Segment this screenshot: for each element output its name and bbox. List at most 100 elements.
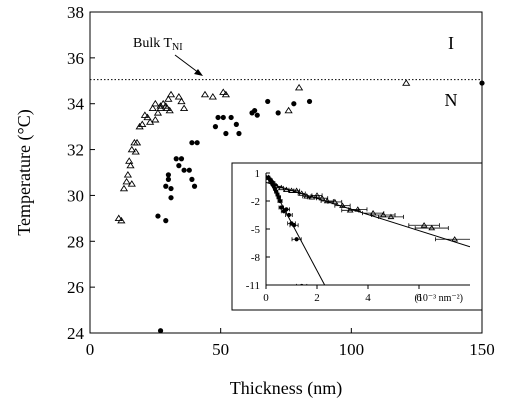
data-point-circle	[191, 183, 198, 189]
data-point-triangle	[284, 106, 293, 114]
inset-data-point-triangle	[323, 197, 331, 204]
data-point-circle	[165, 172, 171, 178]
inset-data-point-triangle	[451, 236, 459, 242]
x-tick-label: 100	[339, 340, 365, 359]
region-label-nematic: N	[445, 90, 458, 110]
inset-box	[231, 162, 483, 311]
data-point-circle	[220, 114, 226, 121]
bulk-tni-label: Bulk TNI	[133, 36, 183, 53]
data-point-circle	[236, 130, 242, 137]
data-point-triangle	[153, 109, 163, 116]
data-point-triangle	[148, 104, 157, 111]
data-point-circle	[168, 185, 174, 192]
data-point-circle	[252, 107, 258, 114]
data-point-triangle	[219, 88, 228, 95]
inset-plot-area	[266, 174, 470, 285]
inset-data-point-circle	[279, 205, 284, 210]
inset-data-point-triangle	[420, 222, 428, 228]
data-point-triangle	[123, 170, 133, 178]
data-point-triangle	[132, 138, 142, 146]
inset-data-point-circle	[291, 223, 297, 228]
data-point-triangle	[208, 93, 217, 100]
data-point-triangle	[179, 104, 189, 111]
inset-data-point-circle	[277, 198, 283, 204]
bulk-tni-arrow-head	[194, 69, 203, 76]
data-point-circle	[233, 121, 239, 127]
data-point-triangle	[159, 99, 168, 107]
data-point-triangle	[151, 115, 160, 123]
inset-data-point-triangle	[288, 187, 295, 193]
data-point-circle	[291, 101, 297, 107]
y-tick-label: 28	[67, 232, 84, 251]
data-point-triangle	[177, 97, 186, 105]
data-point-circle	[306, 98, 313, 105]
data-point-triangle	[122, 177, 131, 185]
data-point-triangle	[143, 113, 152, 121]
data-point-triangle	[402, 79, 411, 86]
y-tick-label: 26	[67, 278, 84, 297]
inset-x-tick-label: 2	[314, 292, 320, 304]
inset-x-tick-label: 4	[365, 292, 371, 304]
data-point-circle	[265, 98, 271, 105]
data-point-triangle	[151, 99, 160, 107]
region-label-isotropic: I	[448, 33, 454, 53]
inset-plot: 1 -2 -5 -8 -110 2 4 6(10⁻³ nm⁻²)	[231, 162, 483, 311]
y-tick-label: 30	[67, 186, 84, 205]
x-tick-label: 50	[212, 340, 229, 359]
data-point-triangle	[127, 180, 136, 187]
inset-data-point-circle	[286, 212, 292, 218]
data-point-circle	[181, 167, 187, 173]
inset-y-tick-label: -11	[246, 280, 260, 292]
data-point-circle	[163, 218, 169, 224]
inset-x-axis-label: (10⁻³ nm⁻²)	[415, 293, 464, 304]
inset-data-point-circle	[284, 207, 289, 212]
data-point-circle	[163, 183, 169, 189]
data-point-circle	[165, 176, 171, 182]
data-point-triangle	[165, 106, 174, 114]
x-tick-label: 0	[86, 340, 95, 359]
data-point-circle	[168, 195, 174, 201]
data-point-circle	[215, 114, 221, 121]
data-point-triangle	[127, 145, 136, 153]
data-point-triangle	[221, 90, 231, 98]
data-point-triangle	[162, 104, 172, 111]
inset-data-point-triangle	[293, 187, 301, 193]
data-point-circle	[176, 163, 182, 169]
data-point-triangle	[294, 83, 304, 91]
data-point-circle	[275, 110, 281, 116]
inset-data-point-triangle	[318, 195, 326, 201]
data-point-circle	[157, 328, 164, 334]
data-point-triangle	[200, 90, 210, 98]
inset-data-point-triangle	[339, 202, 346, 208]
y-tick-label: 36	[67, 49, 84, 68]
data-point-triangle	[138, 120, 147, 128]
data-point-circle	[189, 176, 195, 182]
inset-y-tick-label: 1	[255, 168, 261, 180]
inset-data-point-triangle	[387, 213, 395, 220]
data-point-triangle	[126, 161, 135, 169]
data-point-circle	[155, 213, 161, 219]
x-tick-label: 150	[469, 340, 495, 359]
data-point-triangle	[174, 93, 183, 100]
data-point-circle	[178, 156, 185, 162]
y-tick-label: 38	[67, 3, 84, 22]
inset-data-point-triangle	[282, 186, 290, 193]
data-point-circle	[194, 140, 200, 146]
data-point-circle	[479, 80, 485, 86]
data-point-circle	[254, 112, 260, 118]
data-point-triangle	[140, 111, 149, 118]
data-point-circle	[228, 114, 234, 121]
data-point-triangle	[117, 216, 126, 224]
inset-data-point-circle	[294, 237, 299, 242]
data-point-circle	[189, 140, 195, 146]
inset-x-tick-label: 0	[263, 292, 269, 304]
x-axis-label: Thickness (nm)	[230, 378, 342, 399]
inset-data-point-triangle	[308, 194, 316, 200]
data-point-circle	[186, 167, 192, 173]
y-tick-label: 24	[67, 324, 85, 343]
bulk-tni-arrow-shaft	[174, 54, 200, 74]
inset-data-point-triangle	[298, 190, 306, 196]
data-point-triangle	[164, 95, 173, 102]
